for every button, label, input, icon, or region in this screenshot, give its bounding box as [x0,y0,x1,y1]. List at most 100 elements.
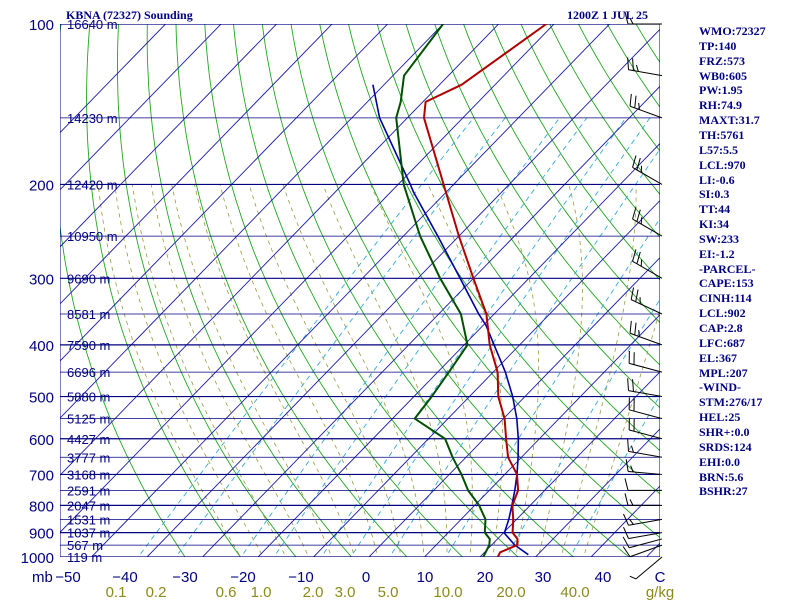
wind-barb [622,544,663,558]
wind-barb [622,536,663,549]
wind-barb-flag [629,575,637,580]
mixing-ratio-label: 40.0 [560,584,589,600]
wind-barb [628,397,663,420]
index-item: -WIND- [699,380,741,395]
index-item: EI:-1.2 [699,246,735,261]
mixing-ratio-label: 1.0 [251,584,272,600]
isotherm [257,142,660,557]
height-label: 1037 m [67,526,110,541]
index-item: TH:5761 [699,127,745,142]
wind-barb-flag [632,58,634,71]
isotherm [146,28,660,557]
wind-barb-flag [634,322,637,336]
index-item: L57:5.5 [699,142,738,157]
index-item: SI:0.3 [699,187,730,202]
moist-adiabat [171,184,333,557]
wind-barb [629,320,663,346]
isotherm [60,24,389,362]
wind-barb-flag [624,493,629,506]
height-label: 6696 m [67,365,110,380]
index-item: WB0:605 [699,68,747,83]
isotherm [60,24,278,248]
isotherm [201,85,660,557]
mixing-ratio-label: 2.0 [303,584,324,600]
wind-barb [627,439,663,458]
temperature-tick-label: C [655,569,666,586]
wind-barb-flag [630,287,635,300]
wind-barb-flag [629,320,632,334]
index-item: FRZ:573 [699,53,745,68]
mixing-ratio-label: 10.0 [433,584,462,600]
moist-adiabat [583,308,660,557]
pressure-label: 800 [29,498,54,515]
isotherm [60,24,444,419]
height-label: 1531 m [67,512,110,527]
wind-barb-flag [627,57,630,70]
wind-barb-staff [632,218,663,237]
dry-adiabat [117,24,297,557]
index-item: EHI:0.0 [699,454,741,469]
index-item: STM:276/17 [699,395,763,410]
wind-barb-flag [636,157,641,171]
isotherm [312,199,660,557]
temperature-tick-label: −20 [230,569,255,586]
dry-adiabat [376,24,660,452]
wind-barb-flag [634,95,637,108]
wind-barb [624,493,662,506]
height-label: 16640 m [67,17,118,32]
temperature-tick-label: 30 [535,569,552,586]
mixing-ratio-label: 3.0 [335,584,356,600]
index-item: LFC:687 [699,335,745,350]
moist-adiabat [194,184,356,557]
index-item: -PARCEL- [699,261,756,276]
index-item: MPL:207 [699,365,748,380]
wind-barb-flag [627,378,630,391]
wind-barb-flag [629,17,634,25]
wind-barb-staff [629,409,663,420]
height-label: 5125 m [67,412,110,427]
mixing-ratio-label: g/kg [646,584,674,600]
wind-barb-staff [629,105,663,119]
dry-adiabat [463,24,660,324]
profile-lines [60,24,660,557]
isotherm [368,256,660,557]
wind-barb-staff [632,260,663,279]
plot-background [60,24,660,557]
wind-barb [630,287,663,315]
wind-barb-flag [627,439,630,452]
wind-barb [624,478,662,491]
isotherm [423,314,660,557]
wind-barb-flag [632,155,637,168]
mixing-ratio-label: 0.1 [106,584,127,600]
wind-barb [623,527,663,540]
moist-adiabat [248,184,402,557]
pressure-label: 300 [29,271,54,288]
isotherm [60,24,333,305]
height-label: 8581 m [67,307,110,322]
dry-adiabat [233,24,519,557]
wind-barb-staff [632,167,663,185]
temperature-tick-label: 20 [477,569,494,586]
height-label: 14230 m [67,111,118,126]
moist-adiabat [322,184,448,557]
dry-adiabat [434,24,660,366]
moist-adiabat [495,184,540,557]
wind-barb-flag [632,249,637,262]
wind-barb-staff [629,429,663,440]
wind-barb-flag [623,513,629,526]
index-item: CAPE:153 [699,276,754,291]
wind-barb [629,556,663,580]
mixing-ratio-label: 0.6 [216,584,237,600]
index-item: TT:44 [699,202,731,217]
moist-adiabat [537,184,583,557]
wind-barb [632,249,663,279]
dry-adiabat [175,24,408,557]
mixing-ratio-label: 0.2 [146,584,167,600]
moist-adiabat [150,184,310,557]
dewpoint-trace [395,24,491,557]
wind-barb-flag [638,102,640,110]
wind-barb-staff [629,362,663,373]
wind-barb [627,378,663,398]
wind-barb-flag [624,11,629,25]
wind-barb-staff [628,470,663,475]
